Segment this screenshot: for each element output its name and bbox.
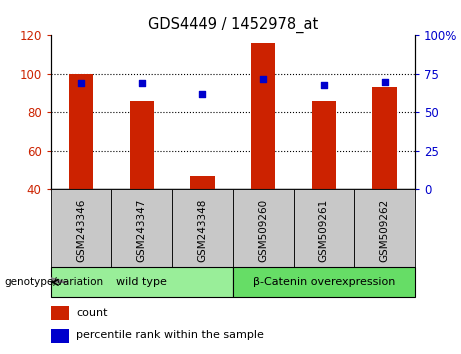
Point bbox=[138, 80, 145, 86]
Bar bbox=[354, 189, 415, 267]
FancyArrow shape bbox=[34, 278, 67, 282]
Text: GSM243347: GSM243347 bbox=[137, 199, 147, 262]
Point bbox=[77, 80, 85, 86]
Text: count: count bbox=[76, 308, 108, 318]
Title: GDS4449 / 1452978_at: GDS4449 / 1452978_at bbox=[148, 16, 318, 33]
Bar bbox=[233, 189, 294, 267]
Text: wild type: wild type bbox=[116, 277, 167, 287]
Text: GSM509261: GSM509261 bbox=[319, 199, 329, 262]
Text: GSM243346: GSM243346 bbox=[76, 199, 86, 262]
Text: GSM509260: GSM509260 bbox=[258, 199, 268, 262]
Bar bbox=[190, 176, 214, 189]
Text: percentile rank within the sample: percentile rank within the sample bbox=[76, 330, 264, 340]
Text: β-Catenin overexpression: β-Catenin overexpression bbox=[253, 277, 395, 287]
Bar bbox=[69, 74, 93, 189]
Bar bbox=[294, 189, 354, 267]
Text: GSM509262: GSM509262 bbox=[379, 199, 390, 262]
Bar bbox=[233, 267, 415, 297]
Bar bbox=[51, 306, 69, 320]
Text: GSM243348: GSM243348 bbox=[197, 199, 207, 262]
Bar bbox=[312, 101, 336, 189]
Bar bbox=[130, 101, 154, 189]
Bar bbox=[172, 189, 233, 267]
Bar bbox=[372, 87, 396, 189]
Point bbox=[320, 82, 327, 87]
Point bbox=[199, 91, 206, 97]
Bar bbox=[51, 329, 69, 343]
Bar bbox=[51, 189, 112, 267]
Point bbox=[381, 79, 388, 84]
Text: genotype/variation: genotype/variation bbox=[5, 277, 104, 287]
Bar bbox=[251, 43, 275, 189]
Point bbox=[260, 76, 267, 81]
Bar bbox=[51, 267, 233, 297]
Bar bbox=[112, 189, 172, 267]
